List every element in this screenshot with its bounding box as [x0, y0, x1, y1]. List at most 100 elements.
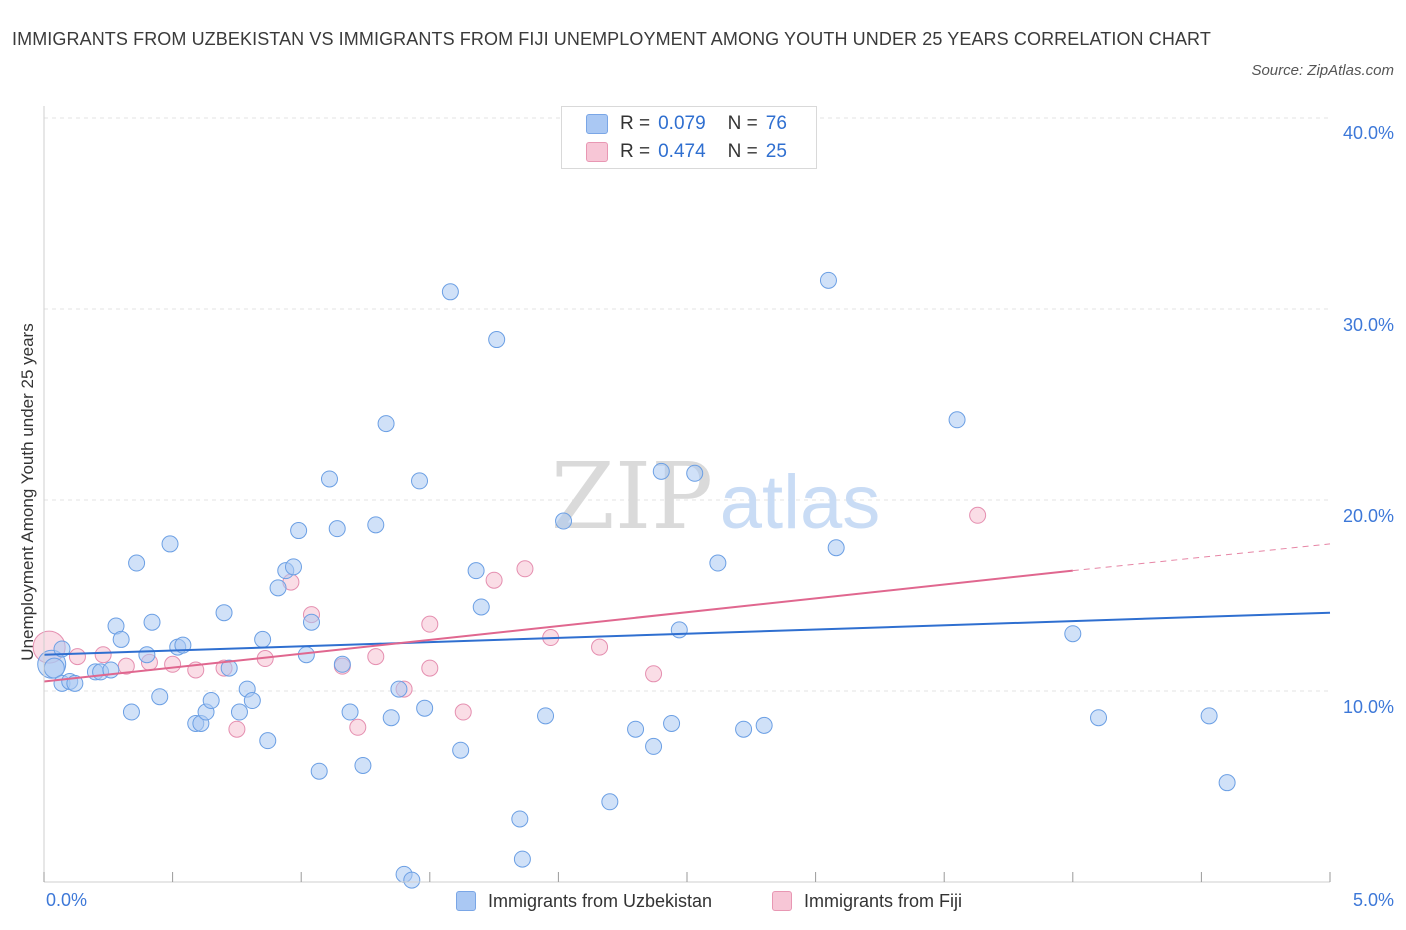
fiji-point: [228, 720, 246, 738]
uzbekistan-point: [819, 271, 837, 289]
y-tick-label-20: 20.0%: [1342, 506, 1394, 526]
uzbekistan-point: [645, 737, 663, 755]
legend-row-uzbekistan: R = 0.079 N = 76: [586, 112, 787, 136]
uzbekistan-point: [269, 579, 287, 597]
uzbekistan-point: [416, 699, 434, 717]
fiji-point: [421, 659, 439, 677]
legend-row-fiji: R = 0.474 N = 25: [586, 140, 787, 164]
uzbekistan-point: [202, 692, 220, 710]
uzbekistan-point: [122, 703, 140, 721]
uzbekistan-point: [302, 613, 320, 631]
uzbekistan-point: [382, 709, 400, 727]
uzbekistan-point: [354, 756, 372, 774]
uzbekistan-point: [403, 871, 421, 889]
uzbekistan-point: [138, 646, 156, 664]
y-tick-label-30: 30.0%: [1342, 315, 1394, 335]
uzbekistan-point: [367, 516, 385, 534]
uzbekistan-point: [220, 659, 238, 677]
uzbekistan-point: [259, 732, 277, 750]
uzbekistan-point: [151, 688, 169, 706]
legend-r-label: R =: [620, 113, 651, 134]
uzbekistan-point: [452, 741, 470, 759]
fiji-point: [164, 655, 182, 673]
x-tick-label-max: 5.0%: [1352, 890, 1394, 910]
uzbekistan-point: [1200, 707, 1218, 725]
uzbekistan-point: [290, 522, 308, 540]
fiji-point: [349, 718, 367, 736]
fiji-point: [645, 665, 663, 683]
uzbekistan-point: [601, 793, 619, 811]
bottom-legend-label-fiji: Immigrants from Fiji: [804, 890, 963, 911]
fiji-trend-line: [43, 569, 1073, 683]
uzbekistan-point: [1090, 709, 1108, 727]
uzbekistan-point: [243, 692, 261, 710]
uzbekistan-point: [284, 558, 302, 576]
uzbekistan-point: [1064, 625, 1082, 643]
legend-r-value: 0.474: [658, 141, 706, 162]
uzbekistan-point: [555, 512, 573, 530]
trend-lines: [43, 543, 1331, 683]
uzbekistan-point: [441, 283, 459, 301]
uzbekistan-point: [948, 411, 966, 429]
uzbekistan-point: [310, 762, 328, 780]
uzbekistan-point: [467, 562, 485, 580]
legend-n-label: N =: [727, 113, 758, 134]
uzbekistan-point: [112, 630, 130, 648]
fiji-trend-extension: [1072, 543, 1331, 572]
uzbekistan-point: [53, 640, 71, 658]
legend-r-value: 0.079: [658, 113, 706, 134]
fiji-point: [68, 648, 86, 666]
fiji-point: [516, 560, 534, 578]
uzbekistan-point: [328, 520, 346, 538]
x-tick-label-min: 0.0%: [46, 890, 88, 910]
chart-title: IMMIGRANTS FROM UZBEKISTAN VS IMMIGRANTS…: [12, 29, 1211, 49]
legend-r-label: R =: [620, 141, 651, 162]
series-uzbekistan: [37, 271, 1236, 889]
uzbekistan-point: [215, 604, 233, 622]
stats-legend: R = 0.079 N = 76 R = 0.474 N = 25: [561, 106, 817, 169]
uzbekistan-point: [488, 331, 506, 349]
bottom-legend-swatch-uzbekistan: [456, 891, 476, 911]
uzbekistan-point: [627, 720, 645, 738]
uzbekistan-point: [755, 716, 773, 734]
uzbekistan-point: [411, 472, 429, 490]
fiji-point: [421, 615, 439, 633]
uzbekistan-point: [663, 714, 681, 732]
uzbekistan-point: [652, 462, 670, 480]
bottom-legend-fiji: Immigrants from Fiji: [772, 889, 962, 913]
uzbekistan-point: [333, 655, 351, 673]
legend-n-label: N =: [727, 141, 758, 162]
bottom-legend-uzbekistan: Immigrants from Uzbekistan: [456, 889, 712, 913]
watermark-atlas: atlas: [720, 460, 881, 545]
watermark-zip: ZIP: [551, 443, 713, 550]
uzbekistan-point: [686, 464, 704, 482]
uzbekistan-point: [511, 810, 529, 828]
uzbekistan-point: [128, 554, 146, 572]
uzbekistan-point: [390, 680, 408, 698]
uzbekistan-point: [1218, 774, 1236, 792]
uzbekistan-point: [161, 535, 179, 553]
uzbekistan-point: [143, 613, 161, 631]
y-tick-label-10: 10.0%: [1342, 697, 1394, 717]
legend-n-value: 76: [765, 113, 787, 134]
axes: [43, 106, 1331, 883]
uzbekistan-point: [472, 598, 490, 616]
source-label: Source: ZipAtlas.com: [1251, 62, 1394, 79]
uzbekistan-trend-line: [43, 611, 1331, 656]
watermark: ZIP atlas: [551, 443, 880, 550]
uzbekistan-point: [537, 707, 555, 725]
uzbekistan-point: [735, 720, 753, 738]
uzbekistan-point: [230, 703, 248, 721]
fiji-point: [454, 703, 472, 721]
uzbekistan-point: [254, 630, 272, 648]
legend-n-value: 25: [765, 141, 787, 162]
bottom-legend-label-uzbekistan: Immigrants from Uzbekistan: [488, 890, 713, 911]
fiji-point: [591, 638, 609, 656]
uzbekistan-point: [827, 539, 845, 557]
fiji-point: [94, 646, 112, 664]
uzbekistan-point: [709, 554, 727, 572]
bottom-legend-swatch-fiji: [772, 891, 792, 911]
uzbekistan-point: [377, 415, 395, 433]
uzbekistan-point: [513, 850, 531, 868]
